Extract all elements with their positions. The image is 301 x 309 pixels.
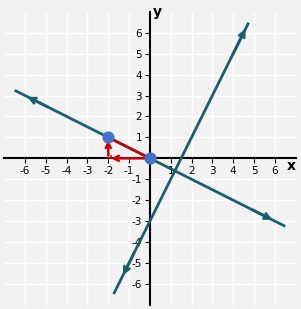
Text: x: x xyxy=(287,159,296,173)
Point xyxy=(147,156,152,161)
Point xyxy=(106,135,111,140)
Text: y: y xyxy=(153,5,162,19)
